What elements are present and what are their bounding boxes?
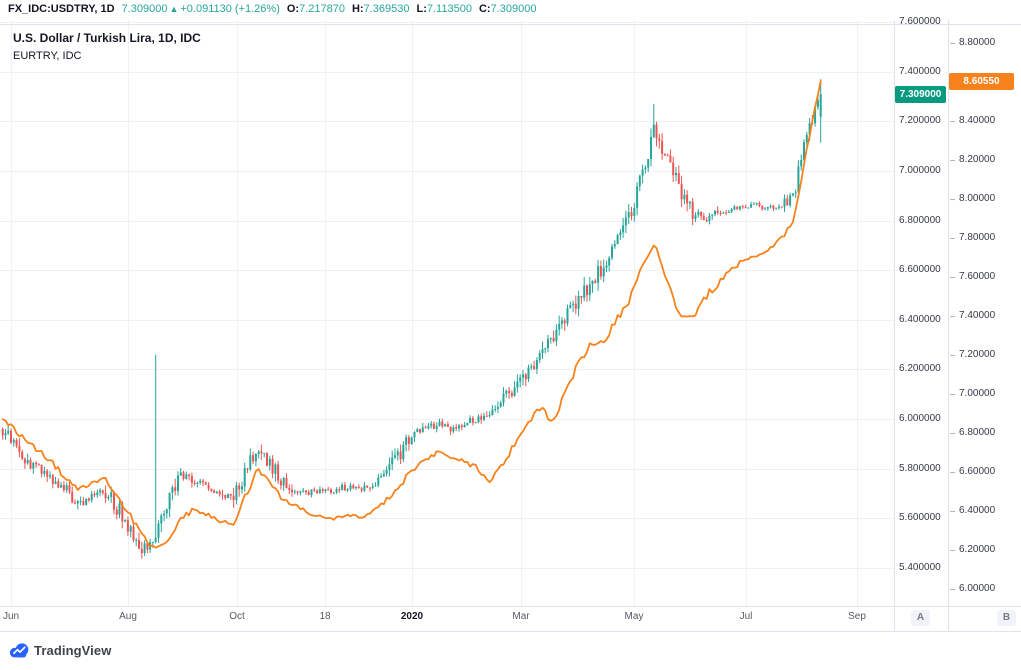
legend-main-series[interactable]: U.S. Dollar / Turkish Lira, 1D, IDC: [13, 31, 201, 45]
axis-a-axis-b-separator: [948, 20, 949, 632]
time-axis-label: May: [624, 611, 644, 622]
tradingview-cloud-icon: [9, 643, 29, 658]
low-label: L:: [416, 3, 427, 15]
price-axis-label: 5.800000: [899, 462, 941, 474]
price-axis-a[interactable]: 7.600000 7.400000 7.200000 7.000000 6.800000…: [895, 16, 947, 606]
chart-area: U.S. Dollar / Turkish Lira, 1D, IDC EURT…: [0, 16, 1021, 632]
open-label: O:: [286, 3, 300, 15]
time-axis-label: Aug: [119, 611, 137, 622]
time-axis[interactable]: Jun Aug Oct 18 2020 Mar May Jul Sep: [0, 606, 894, 631]
price-axis-label: 5.400000: [899, 562, 941, 574]
price-axis-label: 8.40000: [949, 115, 996, 126]
axis-a-button[interactable]: A: [911, 610, 930, 626]
price-change: +0.091130 (+1.26%): [180, 3, 280, 15]
time-axis-label: Sep: [848, 611, 866, 622]
price-chart-canvas[interactable]: [0, 20, 894, 606]
price-axis-b[interactable]: 8.800008.600008.400008.200008.000007.800…: [949, 20, 1020, 606]
price-axis-label: 7.40000: [949, 310, 996, 322]
eurtry-price-badge: 8.60550: [949, 73, 1014, 90]
usdtry-price-badge: 7.309000: [895, 86, 946, 103]
price-axis-label: 6.00000: [949, 583, 996, 595]
time-axis-label: Jun: [2, 611, 20, 622]
chart-bottom-border: [0, 631, 1021, 632]
symbol-name[interactable]: FX_IDC:USDTRY, 1D: [8, 3, 115, 15]
close-label: C:: [478, 3, 491, 15]
price-axis-label: 6.80000: [949, 427, 996, 439]
close-value: 7.309000: [490, 3, 537, 15]
price-axis-label: 6.40000: [949, 505, 996, 517]
price-axis-label: 6.800000: [899, 214, 941, 226]
time-axis-label: 2020: [400, 611, 424, 622]
price-axis-label: 6.600000: [899, 264, 941, 276]
footer: TradingView: [0, 632, 1021, 670]
symbol-info-bar: FX_IDC:USDTRY, 1D 7.309000 ▲ +0.091130 (+1.…: [0, 0, 1021, 20]
tradingview-logo-text: TradingView: [34, 642, 112, 658]
price-axis-label: 6.000000: [899, 413, 941, 425]
price-axis-label: 7.400000: [899, 65, 941, 77]
last-price: 7.309000: [121, 3, 168, 15]
chart-top-border: [0, 24, 1021, 25]
price-axis-label: 8.00000: [949, 193, 996, 205]
time-axis-separator: [0, 606, 1021, 607]
price-axis-label: 7.00000: [949, 388, 996, 400]
price-axis-label: 8.20000: [949, 154, 996, 166]
price-axis-label: 7.20000: [949, 349, 996, 361]
price-axis-label: 6.20000: [949, 544, 996, 556]
high-label: H:: [351, 3, 364, 15]
time-axis-label: Jul: [739, 611, 753, 622]
price-axis-label: 8.80000: [949, 37, 996, 48]
price-axis-label: 7.60000: [949, 271, 996, 283]
price-axis-label: 6.200000: [899, 363, 941, 375]
change-up-arrow-icon: ▲: [169, 4, 179, 14]
price-axis-label: 5.600000: [899, 512, 941, 524]
pane-axis-a-separator: [894, 20, 895, 632]
time-axis-label: Oct: [229, 611, 245, 622]
price-axis-label: 6.400000: [899, 313, 941, 325]
high-value: 7.369530: [363, 3, 410, 15]
legend-overlay-series[interactable]: EURTRY, IDC: [13, 50, 82, 62]
low-value: 7.113500: [426, 3, 472, 15]
price-axis-label: 6.60000: [949, 466, 996, 478]
axis-b-button[interactable]: B: [997, 610, 1016, 626]
price-axis-label: 7.000000: [899, 164, 941, 176]
tradingview-logo[interactable]: TradingView: [8, 641, 111, 659]
price-axis-label: 7.200000: [899, 115, 941, 127]
price-axis-label: 7.80000: [949, 232, 996, 244]
time-axis-label: Mar: [512, 611, 530, 622]
time-axis-label: 18: [319, 611, 331, 622]
chart-legend: U.S. Dollar / Turkish Lira, 1D, IDC EURT…: [13, 31, 201, 62]
price-axis-label: 7.600000: [899, 16, 941, 27]
open-value: 7.217870: [299, 3, 345, 15]
